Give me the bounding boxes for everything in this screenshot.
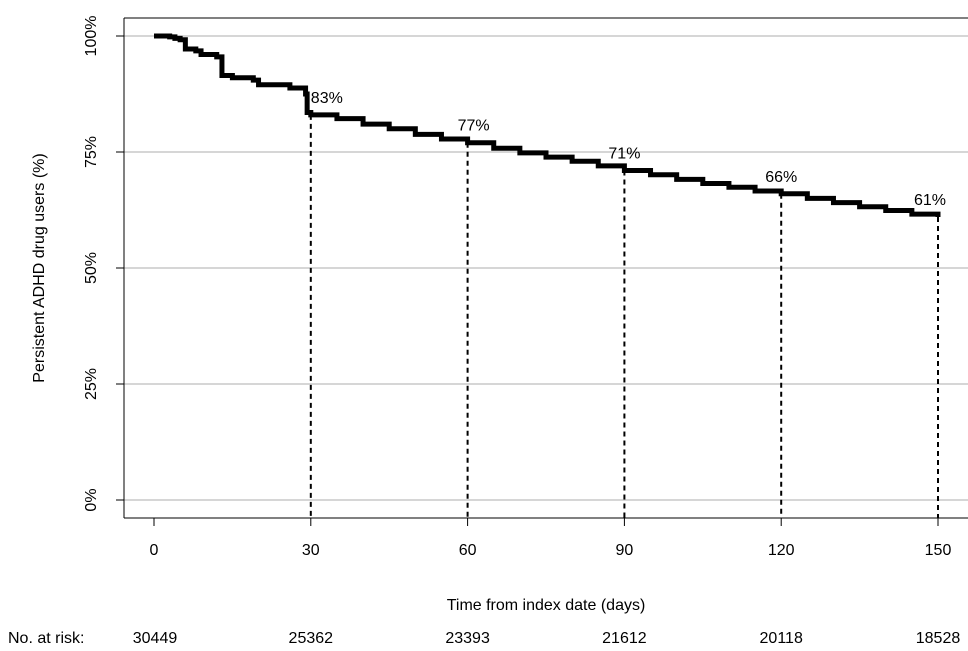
y-ticks: 0% 25% 50% 75% 100% <box>83 16 124 512</box>
x-tick-label: 0 <box>150 542 159 559</box>
data-label: 83% <box>311 90 343 107</box>
survival-curve <box>154 33 941 217</box>
risk-table-value: 25362 <box>289 630 334 647</box>
grid-lines <box>124 35 968 501</box>
y-tick-label: 0% <box>83 488 100 511</box>
risk-table-value: 21612 <box>602 630 647 647</box>
x-ticks: 0 30 60 90 120 150 <box>150 518 952 559</box>
risk-table-label: No. at risk: <box>8 630 84 647</box>
data-label: 71% <box>608 146 640 163</box>
data-label: 61% <box>914 192 946 209</box>
x-tick-label: 30 <box>302 542 320 559</box>
data-label: 77% <box>458 118 490 135</box>
y-tick-label: 75% <box>83 136 100 168</box>
x-tick-label: 90 <box>616 542 634 559</box>
x-tick-label: 150 <box>925 542 952 559</box>
risk-table-value: 20118 <box>760 630 803 647</box>
data-label: 66% <box>765 169 797 186</box>
x-tick-label: 60 <box>459 542 477 559</box>
x-axis-title: Time from index date (days) <box>447 597 646 614</box>
risk-table-value: 30449 <box>133 630 178 647</box>
data-labels: 83% 77% 71% 66% 61% <box>311 90 946 209</box>
reference-lines <box>309 114 939 518</box>
y-tick-label: 50% <box>83 252 100 284</box>
risk-table-value: 18528 <box>916 630 961 647</box>
y-tick-label: 100% <box>83 16 100 57</box>
risk-table-values: 30449 25362 23393 21612 20118 18528 <box>133 630 961 647</box>
y-axis-title: Persistent ADHD drug users (%) <box>31 153 48 382</box>
risk-table-value: 23393 <box>445 630 490 647</box>
x-tick-label: 120 <box>768 542 795 559</box>
y-tick-label: 25% <box>83 368 100 400</box>
